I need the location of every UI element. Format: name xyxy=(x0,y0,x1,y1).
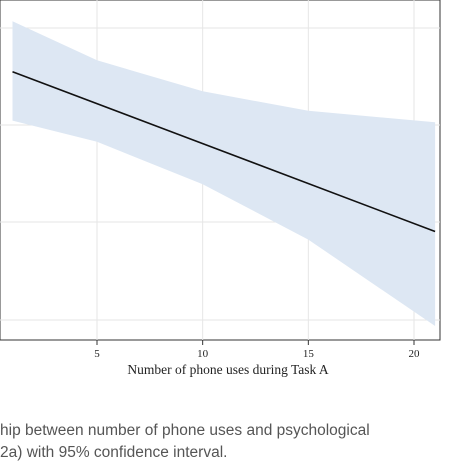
x-tick-label: 5 xyxy=(94,348,100,360)
figure-caption-line-2: 2a) with 95% confidence interval. xyxy=(0,444,228,461)
figure-caption-line-1: hip between number of phone uses and psy… xyxy=(0,422,370,439)
fitted-line xyxy=(12,70,436,233)
x-axis-label: Number of phone uses during Task A xyxy=(127,362,329,377)
x-tick-label: 20 xyxy=(409,348,421,360)
x-tick-label: 10 xyxy=(197,348,209,360)
x-axis-ticks: 5 10 15 20 xyxy=(94,340,420,360)
confidence-band xyxy=(12,21,436,326)
regression-line xyxy=(12,70,436,233)
confidence-band-area xyxy=(12,21,436,326)
x-tick-label: 15 xyxy=(303,348,315,360)
